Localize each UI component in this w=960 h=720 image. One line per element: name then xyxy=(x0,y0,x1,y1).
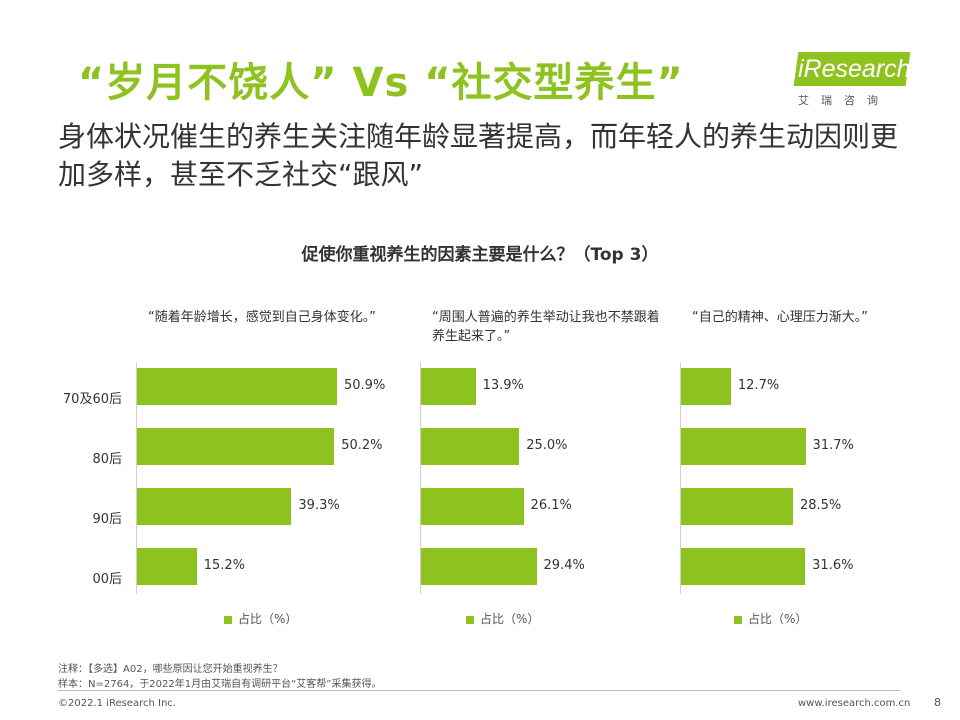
legend-label: 占比（%） xyxy=(748,612,808,626)
logo-brand: iResearch xyxy=(798,55,911,83)
data-label: 31.6% xyxy=(812,558,854,573)
category-label: 70及60后 xyxy=(62,392,122,407)
panel-quote: “自己的精神、心理压力渐大。” xyxy=(692,310,868,325)
data-label: 26.1% xyxy=(530,498,572,513)
footer-copyright: ©2022.1 iResearch Inc. xyxy=(58,698,176,709)
category-label: 80后 xyxy=(92,452,122,467)
data-label: 28.5% xyxy=(799,498,842,513)
page-subtitle: 身体状况催生的养生关注随年龄显著提高，而年轻人的养生动因则更加多样，甚至不乏社交… xyxy=(58,120,899,191)
legend: 占比（%） xyxy=(734,610,807,627)
legend: 占比（%） xyxy=(224,610,297,627)
panel-quote: “随着年龄增长，感觉到自己身体变化。” xyxy=(148,310,376,325)
page-number: 8 xyxy=(934,696,941,709)
iresearch-logo: iResearch 艾瑞咨询 xyxy=(790,52,915,110)
data-label: 15.2% xyxy=(203,558,246,573)
bar xyxy=(681,488,793,525)
bar xyxy=(681,428,806,465)
bar xyxy=(137,368,337,405)
data-label: 50.9% xyxy=(344,378,386,393)
chart-panel-age-change: “随着年龄增长，感觉到自己身体变化。” 占比（%） 50.9% 50.2% 39.3… xyxy=(136,300,396,626)
note-question: 注释：【多选】A02，哪些原因让您开始重视养生？ xyxy=(58,664,283,675)
bar xyxy=(421,368,476,405)
legend-label: 占比（%） xyxy=(238,612,298,626)
axis-line xyxy=(680,362,681,594)
footer-divider xyxy=(58,690,900,691)
data-label: 50.2% xyxy=(341,438,383,453)
page-title: “岁月不饶人” Vs “社交型养生” xyxy=(78,60,684,106)
bar xyxy=(681,548,806,585)
bar xyxy=(681,368,731,405)
data-label: 13.9% xyxy=(482,378,524,393)
data-label: 31.7% xyxy=(812,438,854,453)
data-label: 39.3% xyxy=(298,498,340,513)
data-label: 25.0% xyxy=(526,438,568,453)
legend-swatch xyxy=(224,615,232,624)
bar xyxy=(421,548,537,585)
logo-subtitle: 艾瑞咨询 xyxy=(798,94,890,107)
category-label: 00后 xyxy=(92,572,122,587)
chart-panel-social-follow: “周围人普遍的养生举动让我也不禁跟着养生起来了。” 占比（%） 13.9% 25.… xyxy=(420,300,660,626)
bar xyxy=(137,548,197,585)
chart-panel-mental-pressure: “自己的精神、心理压力渐大。” 占比（%） 12.7% 31.7% 28.5% 31.… xyxy=(680,300,920,626)
bar xyxy=(421,488,524,525)
footer-url: www.iresearch.com.cn xyxy=(798,698,911,709)
bar xyxy=(137,488,292,525)
legend-swatch xyxy=(466,615,474,624)
legend-swatch xyxy=(734,615,742,624)
legend-label: 占比（%） xyxy=(480,612,540,626)
note-sample: 样本：N=2764，于2022年1月由艾瑞自有调研平台“艾客帮”采集获得。 xyxy=(58,679,382,690)
bar xyxy=(421,428,520,465)
bar xyxy=(137,428,335,465)
panel-quote: “周围人普遍的养生举动让我也不禁跟着养生起来了。” xyxy=(432,310,660,344)
category-label: 90后 xyxy=(92,512,122,527)
data-label: 29.4% xyxy=(543,558,585,573)
axis-line xyxy=(136,362,137,594)
chart-title: 促使你重视养生的因素主要是什么？（Top 3） xyxy=(301,245,659,265)
data-label: 12.7% xyxy=(737,378,780,393)
axis-line xyxy=(420,362,421,594)
legend: 占比（%） xyxy=(466,610,539,627)
